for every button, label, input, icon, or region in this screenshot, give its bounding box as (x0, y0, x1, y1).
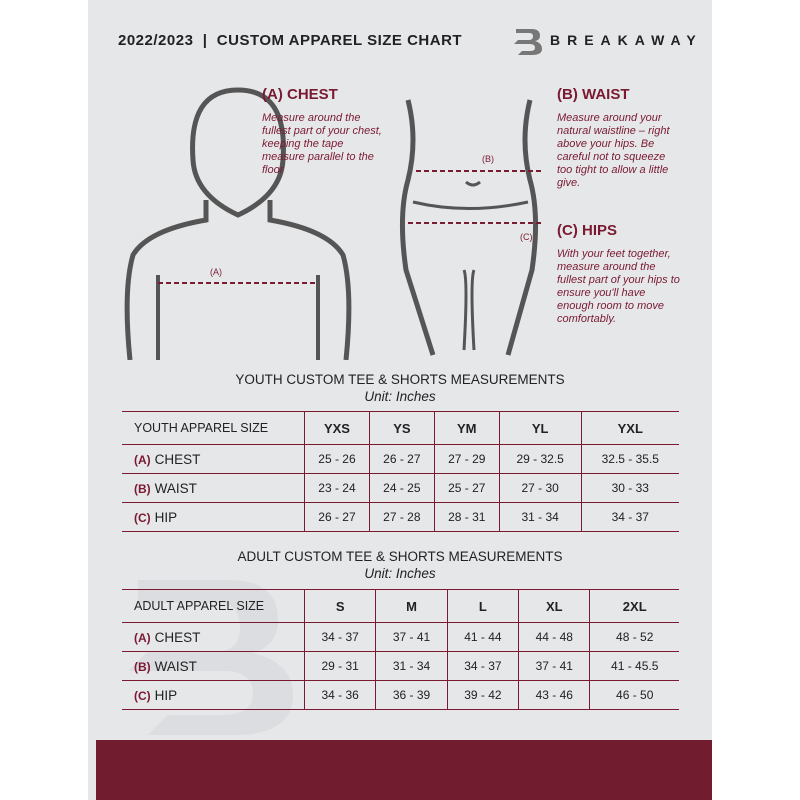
chest-heading: (A) CHEST (262, 86, 338, 103)
row-letter: (A) (134, 452, 151, 467)
chest-figure-icon (124, 87, 352, 360)
table-header-row: ADULT APPAREL SIZE S M L XL 2XL (122, 589, 679, 623)
cell: 37 - 41 (518, 651, 590, 681)
cell: 25 - 27 (433, 473, 500, 503)
adult-size-table: ADULT APPAREL SIZE S M L XL 2XL (A) CHEST 34 … (122, 589, 679, 710)
row-name: HIP (154, 509, 178, 525)
size-header: YXS (304, 411, 370, 445)
adult-section-title: ADULT CUSTOM TEE & SHORTS MEASUREMENTS (237, 549, 563, 564)
row-label: (C) HIP (122, 680, 305, 710)
waist-figure-icon (399, 99, 539, 356)
waist-instructions: Measure around your natural waistline – … (557, 112, 670, 189)
cell: 26 - 27 (304, 502, 370, 532)
size-header: YS (368, 411, 435, 445)
hips-marker: (C) (520, 232, 533, 242)
brand-name: BREAKAWAY (550, 32, 703, 48)
row-letter: (B) (134, 659, 151, 674)
youth-size-table: YOUTH APPAREL SIZE YXS YS YM YL YXL (A) CHEST… (122, 411, 679, 532)
cell: 31 - 34 (498, 502, 582, 532)
cell: 37 - 41 (375, 622, 448, 652)
header-label: ADULT APPAREL SIZE (122, 589, 305, 623)
size-header: XL (518, 589, 590, 623)
hips-instructions: With your feet together, measure around … (557, 248, 680, 325)
cell: 26 - 27 (368, 444, 435, 474)
cell: 27 - 28 (368, 502, 435, 532)
table-row: (B) WAIST 23 - 24 24 - 25 25 - 27 27 - 30 30 … (122, 473, 679, 503)
row-label: (B) WAIST (122, 473, 305, 503)
row-name: WAIST (154, 658, 197, 674)
table-row: (B) WAIST 29 - 31 31 - 34 34 - 37 37 - 41 41 … (122, 651, 679, 681)
row-name: CHEST (154, 629, 201, 645)
cell: 41 - 44 (446, 622, 519, 652)
row-label: (A) CHEST (122, 622, 305, 652)
size-header: M (375, 589, 448, 623)
cell: 27 - 29 (433, 444, 500, 474)
table-row: (C) HIP 34 - 36 36 - 39 39 - 42 43 - 46 46 - … (122, 680, 679, 710)
row-letter: (B) (134, 481, 151, 496)
cell: 34 - 37 (303, 622, 376, 652)
footer-band (96, 740, 712, 800)
cell: 23 - 24 (304, 473, 370, 503)
table-row: (C) HIP 26 - 27 27 - 28 28 - 31 31 - 34 34 - … (122, 502, 679, 532)
breakaway-logo-icon (514, 29, 542, 55)
size-header: YL (498, 411, 582, 445)
cell: 27 - 30 (498, 473, 582, 503)
cell: 48 - 52 (589, 622, 679, 652)
row-label: (A) CHEST (122, 444, 305, 474)
chest-instructions: Measure around the fullest part of your … (262, 112, 382, 176)
cell: 32.5 - 35.5 (580, 444, 679, 474)
size-header: 2XL (589, 589, 679, 623)
row-letter: (C) (134, 510, 151, 525)
table-row: (A) CHEST 25 - 26 26 - 27 27 - 29 29 - 32.5 3… (122, 444, 679, 474)
cell: 29 - 32.5 (498, 444, 582, 474)
cell: 30 - 33 (580, 473, 679, 503)
body-diagrams (124, 87, 542, 360)
cell: 46 - 50 (589, 680, 679, 710)
cell: 44 - 48 (518, 622, 590, 652)
adult-unit: Unit: Inches (364, 566, 436, 581)
size-header: L (446, 589, 519, 623)
size-header: YXL (580, 411, 679, 445)
row-letter: (C) (134, 688, 151, 703)
row-name: WAIST (154, 480, 197, 496)
row-name: HIP (154, 687, 178, 703)
cell: 34 - 37 (580, 502, 679, 532)
cell: 24 - 25 (368, 473, 435, 503)
cell: 31 - 34 (375, 651, 448, 681)
row-name: CHEST (154, 451, 201, 467)
youth-unit: Unit: Inches (364, 389, 436, 404)
size-header: S (303, 589, 376, 623)
cell: 36 - 39 (375, 680, 448, 710)
row-label: (B) WAIST (122, 651, 305, 681)
cell: 41 - 45.5 (589, 651, 679, 681)
cell: 25 - 26 (304, 444, 370, 474)
chest-marker: (A) (210, 267, 222, 277)
row-label: (C) HIP (122, 502, 305, 532)
size-chart-page: 2022/2023 | CUSTOM APPAREL SIZE CHART BR… (88, 0, 712, 800)
waist-marker: (B) (482, 154, 494, 164)
cell: 28 - 31 (433, 502, 500, 532)
row-letter: (A) (134, 630, 151, 645)
cell: 34 - 36 (303, 680, 376, 710)
cell: 29 - 31 (303, 651, 376, 681)
page-title: 2022/2023 | CUSTOM APPAREL SIZE CHART (118, 32, 463, 49)
cell: 43 - 46 (518, 680, 590, 710)
waist-heading: (B) WAIST (557, 86, 630, 103)
size-header: YM (433, 411, 500, 445)
youth-section-title: YOUTH CUSTOM TEE & SHORTS MEASUREMENTS (235, 372, 565, 387)
table-header-row: YOUTH APPAREL SIZE YXS YS YM YL YXL (122, 411, 679, 445)
header-label: YOUTH APPAREL SIZE (122, 411, 305, 445)
table-row: (A) CHEST 34 - 37 37 - 41 41 - 44 44 - 48 48 … (122, 622, 679, 652)
hips-heading: (C) HIPS (557, 222, 617, 239)
cell: 34 - 37 (446, 651, 519, 681)
cell: 39 - 42 (446, 680, 519, 710)
